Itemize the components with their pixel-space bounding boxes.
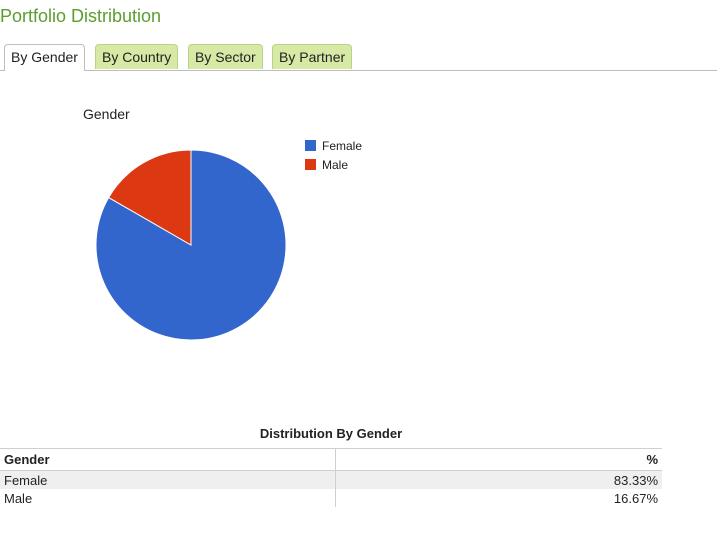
chart-title: Gender [83, 106, 130, 122]
pie-slice-male[interactable] [108, 149, 192, 246]
legend-item-female: Female [305, 136, 362, 155]
legend-swatch-female [305, 140, 316, 151]
table-row: Male 16.67% [0, 489, 662, 507]
distribution-table: Gender % Female 83.33% Male 16.67% [0, 448, 662, 507]
cell-gender: Male [4, 490, 33, 506]
tab-by-country[interactable]: By Country [95, 44, 179, 69]
page-title: Portfolio Distribution [0, 6, 162, 26]
tab-by-partner[interactable]: By Partner [272, 44, 353, 69]
tab-by-gender[interactable]: By Gender [4, 44, 85, 71]
table-header-row: Gender % [0, 448, 662, 471]
chart-legend: Female Male [305, 136, 362, 174]
tab-by-sector[interactable]: By Sector [188, 44, 263, 69]
cell-gender: Female [0, 470, 336, 489]
pie-chart [95, 149, 287, 341]
table-caption: Distribution By Gender [259, 426, 403, 441]
legend-item-male: Male [305, 155, 362, 174]
cell-percent: 16.67% [334, 489, 662, 507]
header-percent[interactable]: % [334, 448, 662, 471]
legend-label-female: Female [322, 138, 363, 153]
tab-bar: By Gender By Country By Sector By Partne… [0, 44, 717, 71]
header-gender[interactable]: Gender [0, 448, 336, 471]
gender-chart: Gender Female Male [0, 70, 717, 410]
legend-label-male: Male [322, 157, 349, 172]
table-row: Female 83.33% [0, 470, 662, 489]
legend-swatch-male [305, 159, 316, 170]
cell-percent: 83.33% [334, 470, 662, 489]
